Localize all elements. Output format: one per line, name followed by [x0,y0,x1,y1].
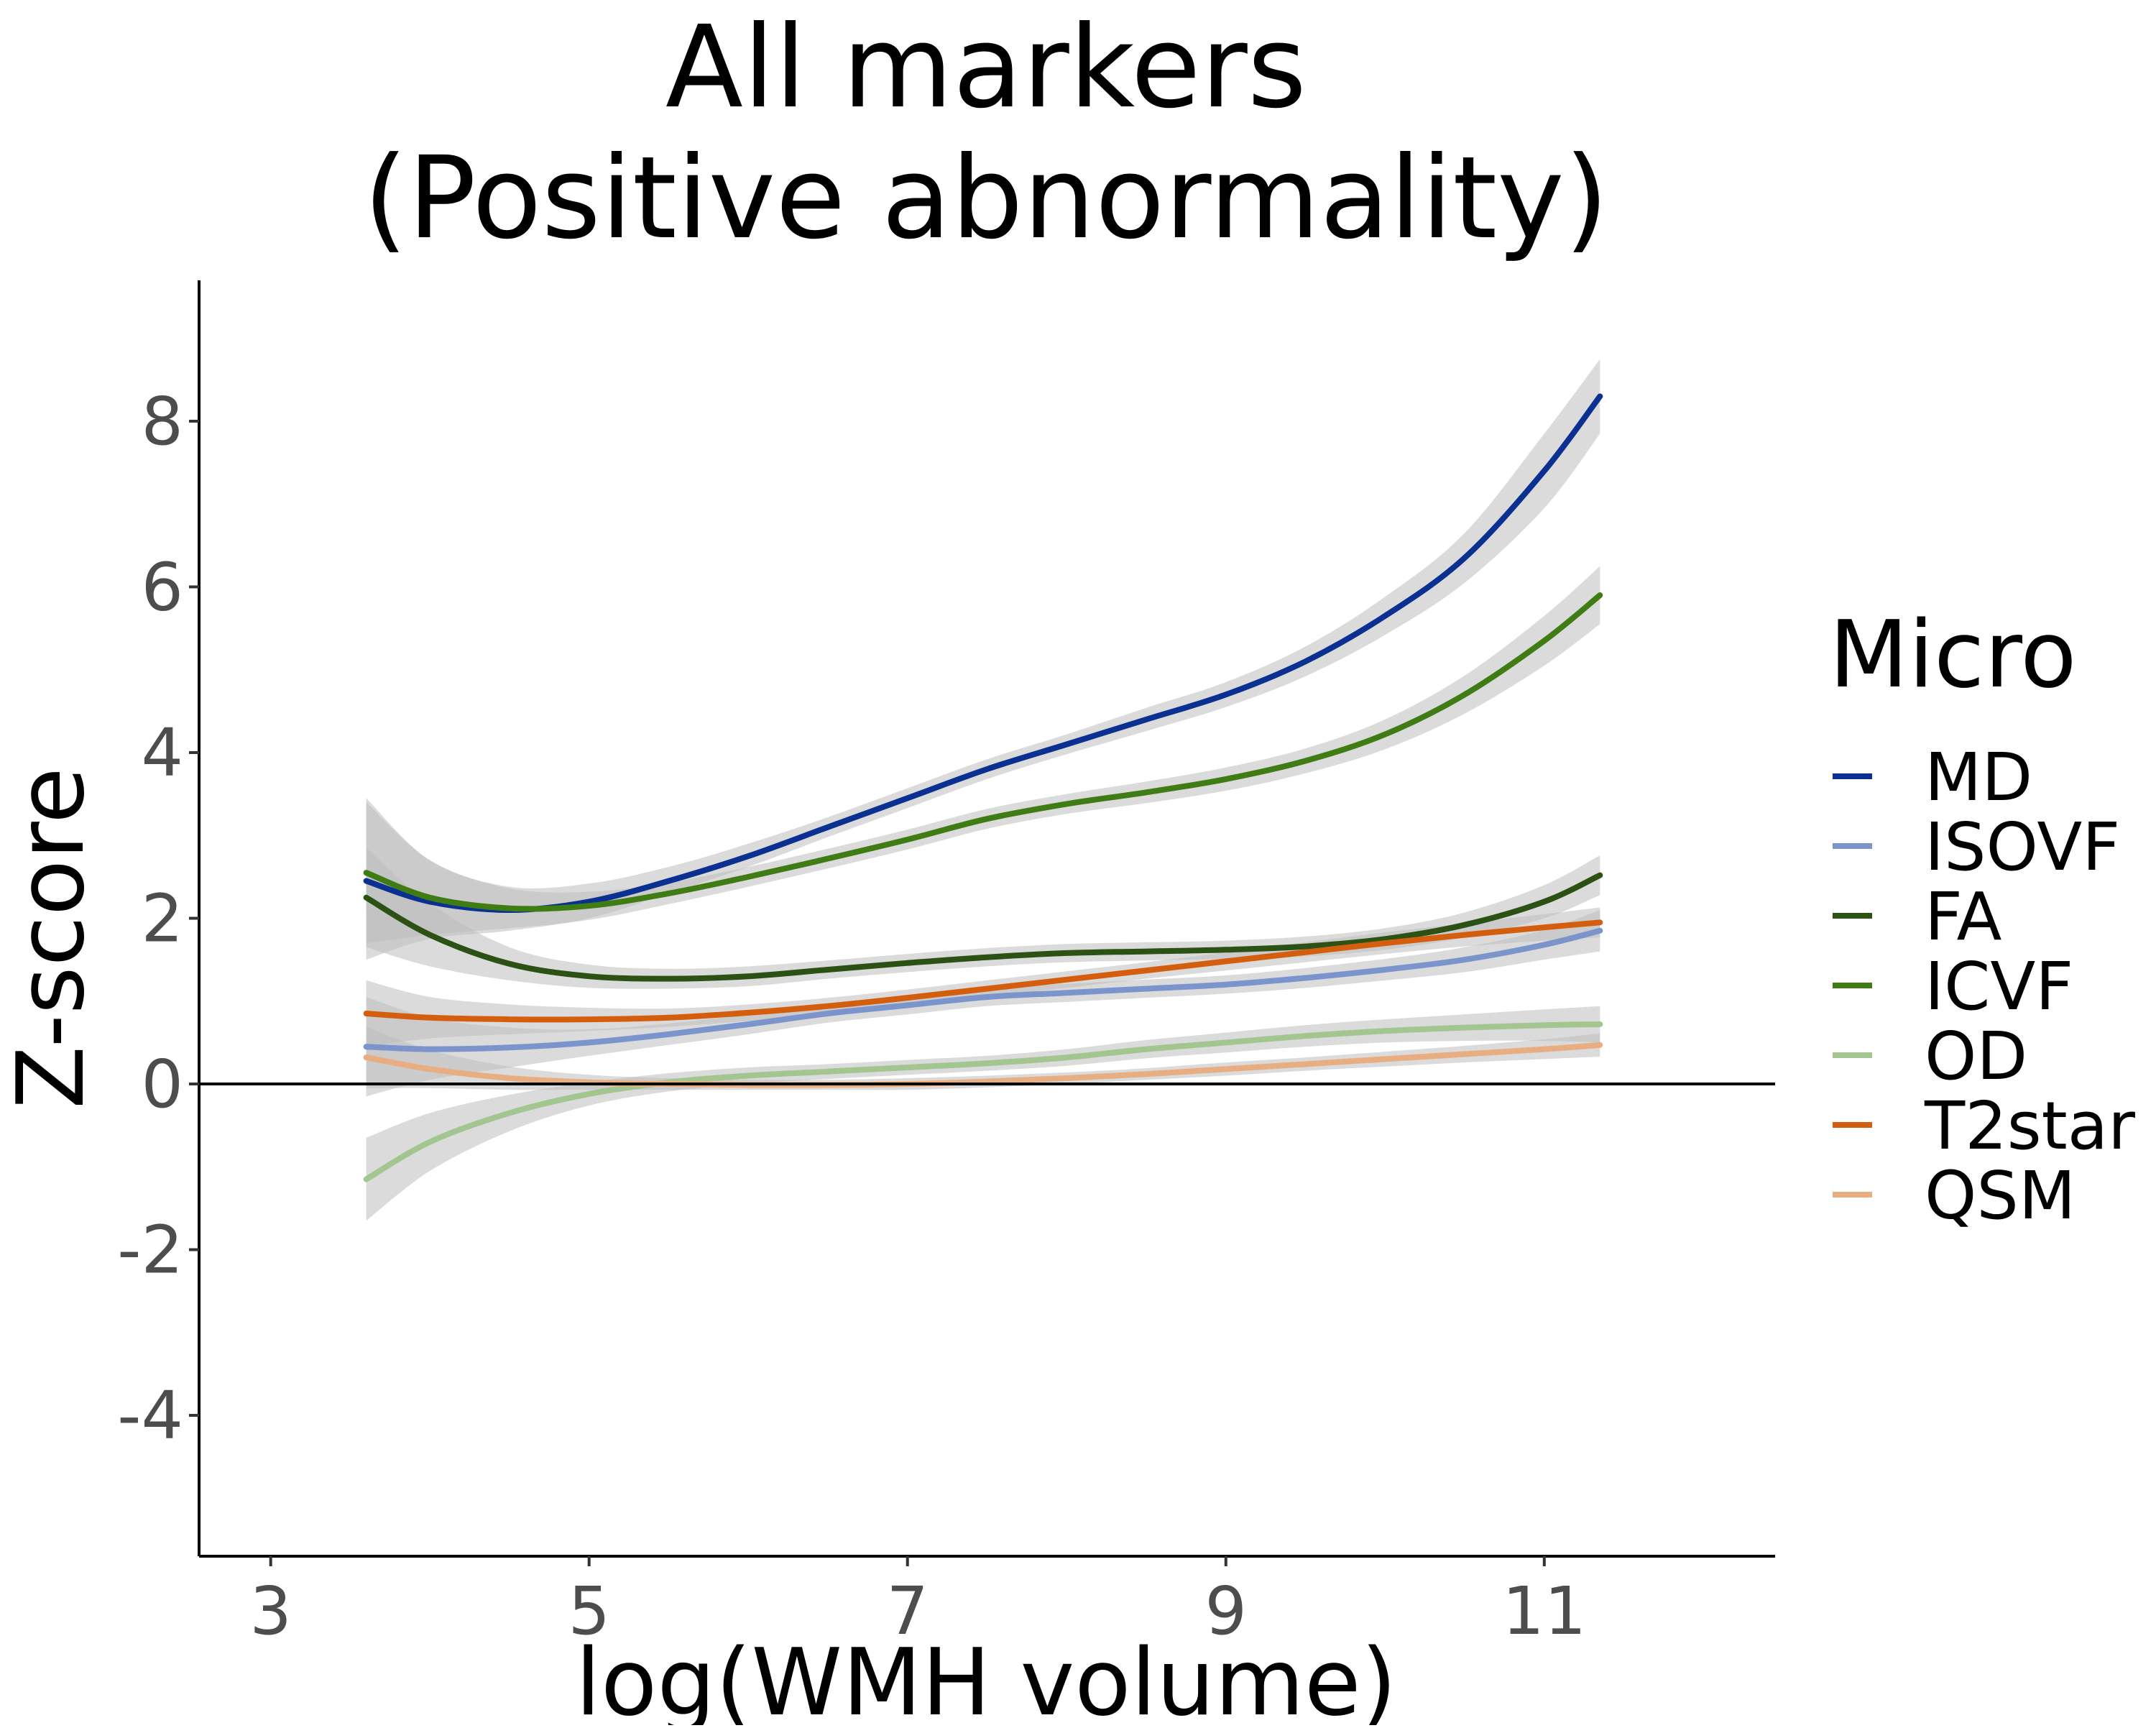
series-line-isovf [363,927,1603,1052]
confidence-band-icvf [366,566,1600,944]
legend-item-fa: FA [1833,878,2001,955]
y-tick-label: 6 [141,548,183,625]
legend-item-isovf: ISOVF [1833,809,2120,886]
confidence-band-isovf [366,910,1600,1097]
y-tick-label: 4 [141,714,183,791]
y-tick-label: 2 [141,881,183,957]
confidence-band-t2star [366,907,1600,1047]
legend-label: ISOVF [1925,809,2120,886]
confidence-band-md [366,359,1600,960]
y-tick-label: -2 [117,1212,183,1289]
confidence-bands [366,359,1600,1221]
x-tick-label: 3 [249,1573,292,1650]
x-tick-label: 9 [1204,1573,1247,1650]
axes: -4 -2 0 2 4 6 8 3 5 7 9 11 [117,280,1775,1650]
chart-title-line-2: (Positive abnormality) [364,132,1609,265]
series-line-fa [363,872,1603,982]
legend-label: QSM [1925,1157,2076,1234]
series-line-qsm [363,1042,1603,1088]
legend-label: FA [1925,878,2001,955]
series-line-od [363,1021,1603,1182]
legend-item-qsm: QSM [1833,1157,2076,1234]
y-tick-label: -4 [117,1377,183,1454]
y-tick-label: 0 [141,1046,183,1123]
legend-title: Micro [1829,602,2077,709]
x-axis-label: log(WMH volume) [575,1630,1396,1725]
chart-title-line-1: All markers [665,1,1307,134]
legend-label: T2star [1924,1088,2135,1164]
series-line-icvf [363,592,1603,912]
legend-label: MD [1925,739,2032,816]
x-tick-label: 7 [886,1573,929,1650]
series-line-t2star [363,919,1603,1023]
x-tick-label: 5 [568,1573,610,1650]
legend-item-od: OD [1833,1018,2027,1095]
legend-item-md: MD [1833,739,2032,816]
legend-label: ICVF [1925,948,2073,1025]
y-tick-label: 8 [141,383,183,460]
series-lines [363,393,1603,1182]
y-axis-label: Z-score [0,767,105,1109]
legend-item-t2star: T2star [1833,1088,2135,1164]
series-line-md [363,393,1603,913]
x-tick-label: 11 [1502,1573,1586,1650]
legend-item-icvf: ICVF [1833,948,2073,1025]
legend-label: OD [1925,1018,2027,1095]
